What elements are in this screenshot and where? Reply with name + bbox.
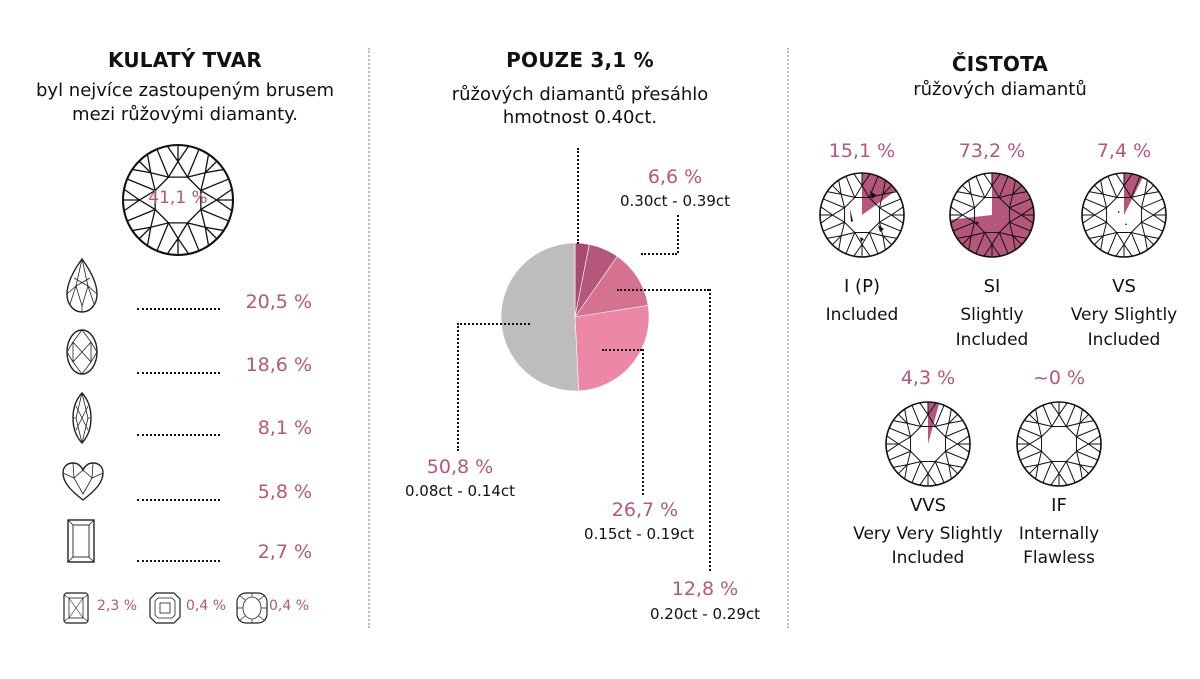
shape-icon-marquise [64,390,100,446]
asscher-percentage: 0,4 % [186,598,227,614]
pie-slice-3 [574,255,649,318]
round-brilliant-icon [120,142,236,258]
shape-icon-radiant [62,591,90,625]
pear-percentage: 20,5 % [245,291,312,313]
emerald-cut-icon [67,519,95,563]
slice-12-8-percentage: 12,8 % [671,578,739,600]
clarity-subtitle: růžových diamantů [913,79,1087,100]
cushion-percentage: 0,4 % [269,598,310,614]
clarity-wedge-3 [1124,173,1143,215]
clarity-4-description-line1: Very Very Slightly [853,524,1003,544]
radiant-cut-icon [63,592,89,624]
leader-line-50-8-vert [457,323,459,451]
shape-icon-pear [62,256,102,316]
clarity-5-description-line2: Flawless [1023,548,1095,568]
clarity-3-description-line2: Included [1087,330,1161,350]
very-very-slightly-included-diamond-icon [884,400,972,488]
leader-dots-marquise [137,434,220,436]
slice-6-6-percentage: 6,6 % [647,166,703,188]
leader-line-top [577,148,579,244]
column-divider-right [787,48,789,628]
shape-subtitle-line1: byl nejvíce zastoupeným brusem [35,80,334,101]
leader-dots-oval [137,372,220,374]
clarity-4-percentage: 4,3 % [900,367,956,389]
shape-icon-heart [60,460,106,504]
clarity-3-percentage: 7,4 % [1096,140,1152,162]
shape-icon-emerald [66,518,96,564]
clarity-3-description-line1: Very Slightly [1070,305,1178,325]
radiant-percentage: 2,3 % [97,598,138,614]
leader-line-12-8-vert [709,289,711,571]
leader-dots-heart [137,499,220,501]
leader-dots-pear [137,308,220,310]
weight-subtitle-line1: růžových diamantů přesáhlo [451,84,709,105]
pie-slice-5 [500,242,580,392]
clarity-3-code: VS [1112,276,1136,297]
leader-line-26-7-vert [642,349,644,495]
round-brilliant-drawing [121,143,235,257]
leader-line-26-7 [602,349,642,351]
weight-pie-chart [480,222,670,412]
clarity-1-percentage: 15,1 % [828,140,896,162]
clarity-2-description-line2: Included [955,330,1029,350]
very-slightly-included-diamond-icon [1080,171,1168,259]
shape-subtitle-line2: mezi růžovými diamanty. [72,104,298,125]
marquise-percentage: 8,1 % [257,417,312,439]
round-percentage: 41,1 % [148,188,208,208]
clarity-1-code: I (P) [844,276,880,297]
shape-icon-asscher [148,591,182,625]
leader-dots-emerald [137,560,220,562]
slice-26-7-percentage: 26,7 % [611,499,679,521]
clarity-4-code: VVS [909,495,947,516]
leader-line-6-6 [641,253,677,255]
internally-flawless-diamond-icon [1015,400,1103,488]
leader-line-6-6-vert [677,215,679,253]
clarity-5-code: IF [1051,495,1067,516]
pear-cut-icon [66,257,98,313]
clarity-title: ČISTOTA [951,52,1049,76]
heart-percentage: 5,8 % [257,481,312,503]
clarity-5-percentage: ~0 % [1032,367,1086,389]
clarity-1-description-line1: Included [825,305,899,325]
leader-line-50-8 [457,323,530,325]
clarity-5-description-line1: Internally [1018,524,1100,544]
clarity-2-description-line1: Slightly [960,305,1024,325]
clarity-4-description-line2: Included [891,548,965,568]
slice-50-8-percentage: 50,8 % [426,456,494,478]
leader-line-12-8 [617,289,709,291]
clarity-2-code: SI [983,276,1001,297]
column-divider-left [368,48,370,628]
weight-subtitle-line2: hmotnost 0.40ct. [502,107,658,128]
asscher-cut-icon [149,592,181,624]
shape-icon-oval [62,324,102,380]
weight-title: POUZE 3,1 % [506,48,654,72]
clarity-2-percentage: 73,2 % [958,140,1026,162]
slice-6-6-range: 0.30ct - 0.39ct [619,192,730,210]
emerald-percentage: 2,7 % [257,541,312,563]
shape-icon-cushion [235,591,269,625]
slice-50-8-range: 0.08ct - 0.14ct [404,482,515,500]
slice-26-7-range: 0.15ct - 0.19ct [583,525,694,543]
slice-12-8-range: 0.20ct - 0.29ct [649,605,760,623]
inclusion-marks [1118,211,1127,225]
oval-percentage: 18,6 % [245,354,312,376]
slightly-included-diamond-icon [948,171,1036,259]
pie-slice-4 [574,305,650,392]
included-diamond-icon [818,171,906,259]
clarity-wedge-1 [862,173,897,215]
shape-title: KULATÝ TVAR [108,48,262,72]
